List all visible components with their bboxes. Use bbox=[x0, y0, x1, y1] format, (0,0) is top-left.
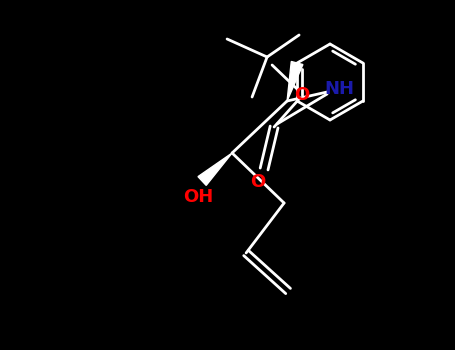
Polygon shape bbox=[198, 153, 232, 186]
Text: O: O bbox=[250, 173, 266, 191]
Text: O: O bbox=[294, 86, 310, 104]
Polygon shape bbox=[287, 62, 303, 101]
Text: NH: NH bbox=[324, 80, 354, 98]
Text: OH: OH bbox=[183, 188, 213, 206]
